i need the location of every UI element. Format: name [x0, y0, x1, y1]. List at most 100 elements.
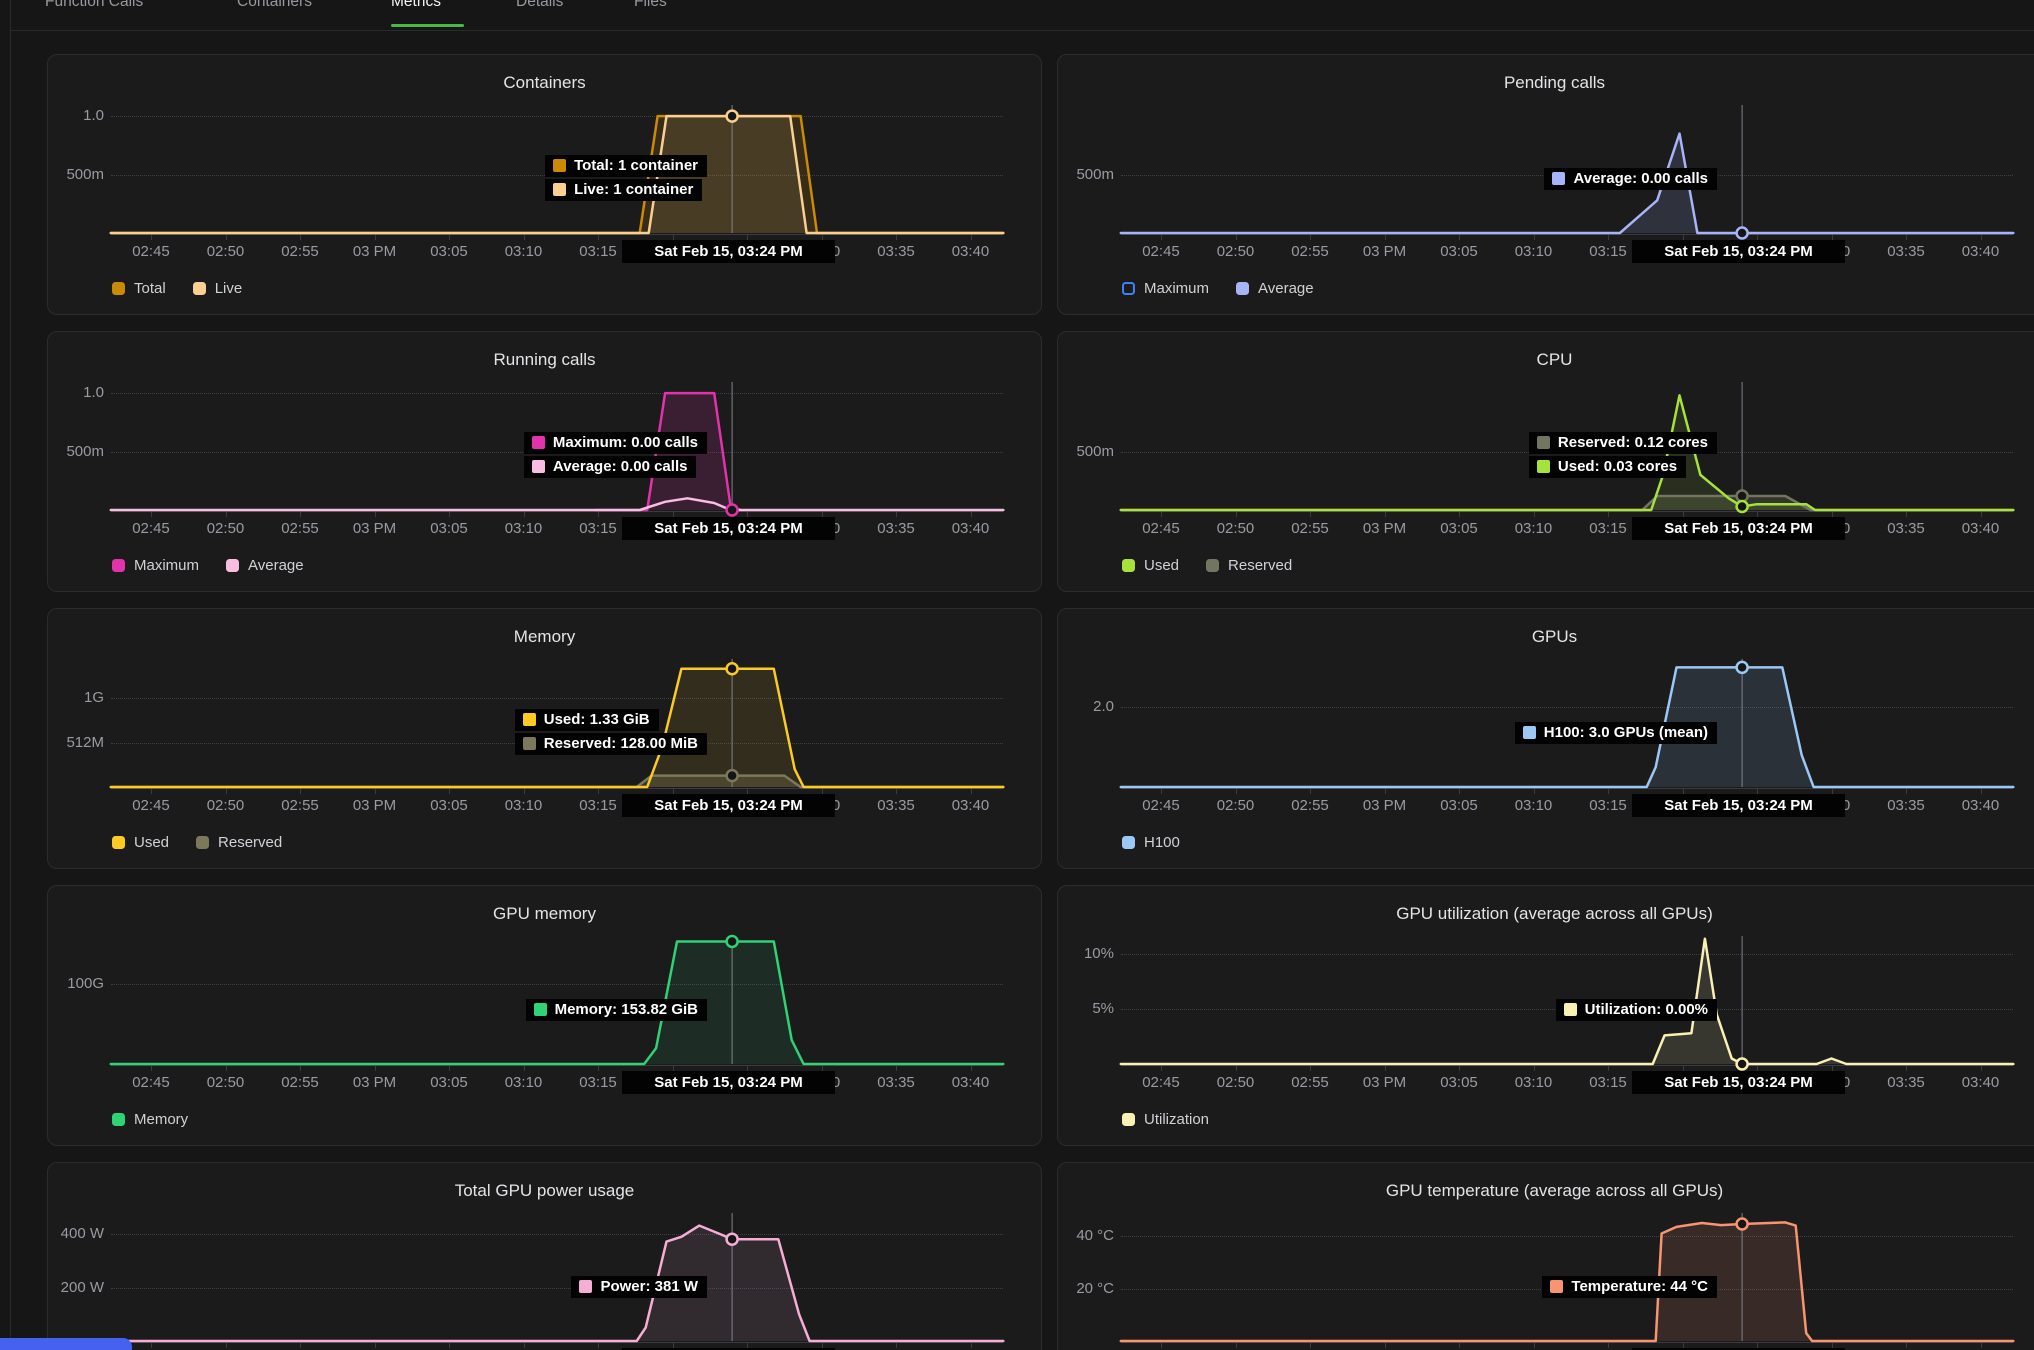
- x-axis-label: 02:45: [1142, 1074, 1180, 1091]
- x-axis-tick: [896, 788, 897, 794]
- date-tooltip: Sat Feb 15, 03:24 PM: [622, 240, 835, 263]
- chart-legend: Maximum Average: [112, 557, 304, 574]
- chart-canvas[interactable]: [1058, 886, 2034, 1146]
- tab-containers[interactable]: Containers: [237, 0, 312, 10]
- x-axis-label: 02:55: [281, 520, 319, 537]
- legend-item-maximum[interactable]: Maximum: [1122, 280, 1209, 297]
- x-axis-label: 02:50: [1216, 797, 1255, 814]
- value-tooltip: Average: 0.00 calls: [1544, 168, 1717, 190]
- tooltip-series-swatch: [553, 159, 567, 172]
- series-line-reserved: [1119, 494, 2015, 512]
- x-axis-tick: [1310, 234, 1311, 240]
- chart-canvas[interactable]: [1058, 332, 2034, 592]
- legend-item-utilization[interactable]: Utilization: [1122, 1111, 1209, 1128]
- chart-canvas[interactable]: [48, 609, 1042, 869]
- x-axis-tick: [523, 1065, 525, 1071]
- legend-item-average[interactable]: Average: [226, 557, 304, 574]
- x-axis-tick: [151, 1065, 152, 1071]
- hover-marker: [725, 768, 739, 783]
- legend-swatch: [192, 282, 206, 295]
- x-axis-tick: [1757, 511, 1758, 517]
- chart-canvas[interactable]: [48, 886, 1042, 1146]
- legend-item-h100[interactable]: H100: [1122, 834, 1180, 851]
- x-axis-tick: [151, 234, 152, 240]
- tooltip-row: Power: 381 W: [571, 1276, 707, 1298]
- legend-swatch: [112, 1113, 125, 1126]
- tooltip-row: Average: 0.00 calls: [523, 456, 697, 478]
- x-axis-line: [111, 1342, 1003, 1343]
- x-axis-label: 03 PM: [1362, 243, 1407, 260]
- series-line-used: [1119, 394, 2015, 512]
- tab-function-calls[interactable]: Function Calls: [45, 0, 144, 10]
- x-axis-label: 02:55: [1291, 520, 1329, 537]
- legend-item-used[interactable]: Used: [1122, 557, 1179, 574]
- series-line-utilization: [1119, 937, 2015, 1066]
- legend-item-used[interactable]: Used: [112, 834, 169, 851]
- series-fill-power: [110, 1225, 1004, 1341]
- x-axis-tick: [300, 1342, 301, 1348]
- chart-canvas[interactable]: [48, 1163, 1042, 1350]
- x-axis-label: 02:50: [1216, 1074, 1255, 1091]
- chart-canvas[interactable]: [1058, 609, 2034, 869]
- chart-card-cpu: CPU 500m 02:45 02:50 02:55 03 PM 03:05 03:10 03:…: [1057, 331, 2034, 592]
- date-tooltip: Sat Feb 15, 03:24 PM: [1632, 240, 1845, 263]
- chart-card-pending-calls: Pending calls 500m 02:45 02:50 02:55 03 PM 03:…: [1057, 54, 2034, 315]
- chart-legend: Memory: [112, 1111, 188, 1128]
- chart-card-gpu-temperature: GPU temperature (average across all GPUs…: [1057, 1162, 2034, 1350]
- y-axis-label: 512M: [66, 733, 104, 751]
- x-axis-label: 03:05: [430, 1074, 468, 1091]
- x-axis-tick: [598, 1065, 599, 1071]
- legend-swatch: [1206, 559, 1220, 572]
- y-axis-label: 40 °C: [1076, 1227, 1114, 1245]
- chart-canvas[interactable]: [1058, 1163, 2034, 1350]
- x-axis-label: 02:45: [132, 243, 170, 260]
- legend-item-average[interactable]: Average: [1236, 280, 1314, 297]
- legend-label: Total: [134, 280, 166, 297]
- legend-item-reserved[interactable]: Reserved: [1206, 557, 1292, 574]
- hover-marker: [725, 1232, 739, 1246]
- chart-canvas[interactable]: [1058, 55, 2034, 315]
- legend-label: Utilization: [1144, 1111, 1210, 1128]
- x-axis-tick: [523, 788, 525, 794]
- chart-title: Running calls: [493, 350, 596, 369]
- x-axis-tick: [300, 788, 301, 794]
- legend-item-reserved[interactable]: Reserved: [196, 834, 282, 851]
- y-axis-label: 2.0: [1093, 698, 1114, 716]
- x-axis-tick: [1608, 511, 1609, 517]
- tooltip-row: Total: 1 container: [545, 155, 707, 177]
- tooltip-row: Maximum: 0.00 calls: [523, 432, 707, 454]
- tooltip-series-swatch: [553, 183, 567, 196]
- legend-item-maximum[interactable]: Maximum: [112, 557, 199, 574]
- legend-item-memory[interactable]: Memory: [112, 1111, 188, 1128]
- value-tooltip: Power: 381 W: [571, 1276, 707, 1298]
- x-axis-tick: [970, 511, 972, 517]
- x-axis-tick: [1235, 511, 1237, 517]
- x-axis-tick: [672, 1342, 674, 1348]
- chat-launcher-button[interactable]: [0, 1338, 132, 1350]
- x-axis-tick: [1831, 1342, 1833, 1348]
- tab-metrics[interactable]: Metrics: [391, 0, 441, 10]
- tab-details[interactable]: Details: [516, 0, 564, 10]
- legend-swatch: [1122, 1113, 1135, 1126]
- x-axis-label: 03:05: [1440, 520, 1478, 537]
- x-axis-label: 03:05: [1440, 1074, 1478, 1091]
- x-axis-tick: [1980, 511, 1982, 517]
- y-gridline: [111, 116, 1003, 118]
- legend-label: Reserved: [1228, 557, 1293, 574]
- x-axis-label: 03 PM: [1362, 1074, 1407, 1091]
- x-axis-tick: [598, 511, 599, 517]
- hover-marker: [725, 662, 739, 676]
- x-axis-tick: [1161, 511, 1162, 517]
- x-axis-tick: [1533, 511, 1535, 517]
- x-axis-label: 03:40: [1961, 1074, 2000, 1091]
- legend-item-live[interactable]: Live: [192, 280, 242, 297]
- x-axis-tick: [1459, 511, 1460, 517]
- x-axis-tick: [1980, 1065, 1982, 1071]
- x-axis-tick: [1831, 788, 1833, 794]
- page-left-border: [10, 0, 11, 1350]
- chart-canvas[interactable]: [48, 55, 1042, 315]
- value-tooltip: Memory: 153.82 GiB: [525, 999, 707, 1021]
- chart-legend: Total Live: [112, 280, 242, 297]
- legend-item-total[interactable]: Total: [112, 280, 166, 297]
- tab-files[interactable]: Files: [634, 0, 667, 10]
